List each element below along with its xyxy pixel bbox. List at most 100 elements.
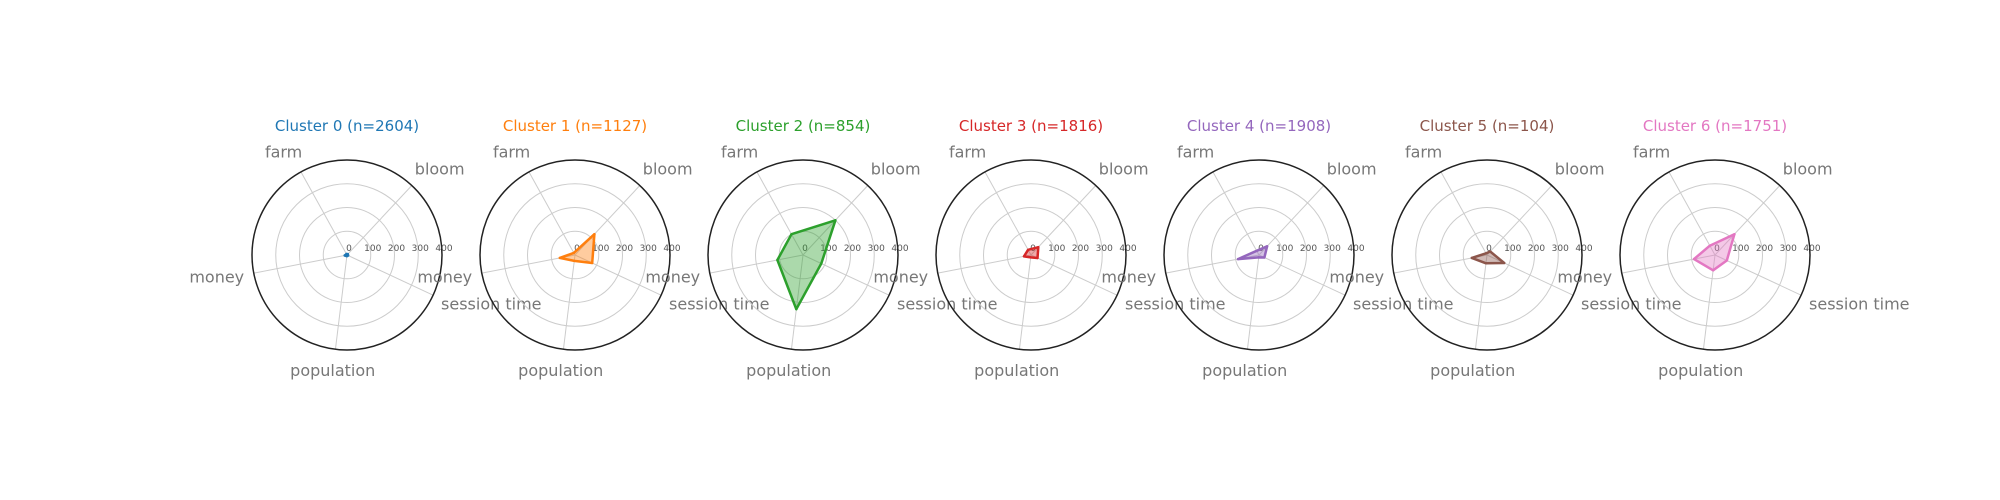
outer-frame [479, 159, 671, 351]
spoke-farm [1668, 171, 1716, 256]
radial-tick-label: 300 [1096, 244, 1113, 254]
axis-label-farm: farm [1405, 143, 1442, 162]
axis-label-money: money [1329, 267, 1384, 286]
spoke-population [562, 254, 576, 350]
cluster-4-point-bloom [1265, 245, 1269, 248]
spoke-bloom [346, 185, 413, 256]
spoke-population [1474, 254, 1488, 350]
cluster-4-polygon [1236, 245, 1269, 261]
spoke-population [1246, 254, 1260, 350]
radial-tick-label: 300 [412, 244, 429, 254]
spoke-farm [300, 171, 348, 256]
radial-tick-label: 400 [891, 244, 908, 254]
grid-ring-2 [1415, 183, 1559, 327]
grid-ring-2 [1643, 183, 1787, 327]
grid-ring-0 [550, 230, 600, 280]
radial-tick-label: 200 [1756, 244, 1773, 254]
spoke-bloom [1486, 185, 1553, 256]
cluster-3-point-population [1029, 256, 1032, 259]
radial-tick-label: 0 [1714, 244, 1720, 254]
cluster-2-point-farm [790, 233, 793, 236]
grid-ring-1 [299, 207, 395, 303]
cluster-4-title: Cluster 4 (n=1908) [1187, 117, 1331, 135]
grid-ring-1 [755, 207, 851, 303]
spoke-population [334, 254, 348, 350]
radial-tick-label: 400 [663, 244, 680, 254]
cluster-5-point-population [1484, 262, 1488, 265]
axis-label-session-time: session time [897, 294, 997, 313]
axis-label-population: population [290, 361, 375, 380]
axis-label-population: population [518, 361, 603, 380]
axis-label-money: money [1101, 267, 1156, 286]
cluster-5-title: Cluster 5 (n=104) [1420, 117, 1555, 135]
radial-tick-label: 300 [1552, 244, 1569, 254]
spoke-population [1018, 254, 1032, 350]
cluster-1-polygon [558, 232, 596, 265]
axis-label-session-time: session time [669, 294, 769, 313]
outer-frame [1619, 159, 1811, 351]
grid-ring-2 [1187, 183, 1331, 327]
cluster-3-title: Cluster 3 (n=1816) [959, 117, 1103, 135]
axis-label-bloom: bloom [1555, 159, 1605, 178]
cluster-2-point-session-time [820, 262, 823, 265]
cluster-2-point-money [776, 258, 779, 262]
spoke-farm [1440, 171, 1488, 256]
spoke-money [1621, 254, 1716, 274]
cluster-5-point-money [1470, 256, 1474, 260]
radial-tick-label: 200 [616, 244, 633, 254]
grid-ring-0 [1234, 230, 1284, 280]
cluster-5-point-farm [1484, 252, 1488, 255]
axis-label-session-time: session time [1809, 294, 1909, 313]
spoke-population [790, 254, 804, 350]
radial-tick-label: 0 [346, 244, 352, 254]
radial-tick-label: 300 [868, 244, 885, 254]
cluster-6-point-population [1711, 269, 1715, 272]
cluster-4-point-session-time [1263, 256, 1266, 259]
cluster-3-point-bloom [1037, 245, 1040, 249]
axis-label-money: money [873, 267, 928, 286]
axis-label-population: population [1202, 361, 1287, 380]
cluster-0-title: Cluster 0 (n=2604) [275, 117, 419, 135]
outer-frame [707, 159, 899, 351]
spoke-money [937, 254, 1032, 274]
radial-tick-label: 200 [1300, 244, 1317, 254]
spoke-session-time [1714, 254, 1802, 296]
cluster-6-title: Cluster 6 (n=1751) [1643, 117, 1787, 135]
grid-ring-2 [959, 183, 1103, 327]
radar-panel-6: 0 100 200 300 400 farm bloom session time popula… [1557, 117, 1909, 380]
cluster-4-point-farm [1255, 249, 1258, 253]
grid-ring-1 [1211, 207, 1307, 303]
cluster-6-point-money [1692, 257, 1696, 261]
outer-frame [1391, 159, 1583, 351]
axis-label-population: population [746, 361, 831, 380]
radial-tick-label: 400 [1803, 244, 1820, 254]
cluster-3-polygon [1022, 245, 1040, 260]
cluster-6-point-session-time [1725, 259, 1729, 262]
cluster-4-point-money [1236, 257, 1240, 261]
radial-tick-label: 200 [388, 244, 405, 254]
spoke-session-time [346, 254, 434, 296]
outer-frame [1163, 159, 1355, 351]
axis-label-money: money [189, 267, 244, 286]
radial-tick-label: 100 [1504, 244, 1521, 254]
axis-label-farm: farm [721, 143, 758, 162]
cluster-1-point-bloom [593, 232, 596, 236]
grid-ring-1 [983, 207, 1079, 303]
radial-tick-label: 100 [820, 244, 837, 254]
axis-label-session-time: session time [1581, 294, 1681, 313]
axis-label-farm: farm [493, 143, 530, 162]
outer-frame [935, 159, 1127, 351]
cluster-0-point-money [343, 254, 346, 257]
axis-label-population: population [974, 361, 1059, 380]
radial-tick-label: 100 [1276, 244, 1293, 254]
grid-ring-0 [1006, 230, 1056, 280]
spoke-bloom [1030, 185, 1097, 256]
axis-label-money: money [417, 267, 472, 286]
cluster-5-point-bloom [1489, 250, 1492, 253]
cluster-0-point-population [345, 254, 349, 258]
radial-tick-label: 200 [844, 244, 861, 254]
radial-tick-label: 400 [1575, 244, 1592, 254]
cluster-3-point-money [1022, 255, 1026, 258]
radial-tick-label: 100 [592, 244, 609, 254]
